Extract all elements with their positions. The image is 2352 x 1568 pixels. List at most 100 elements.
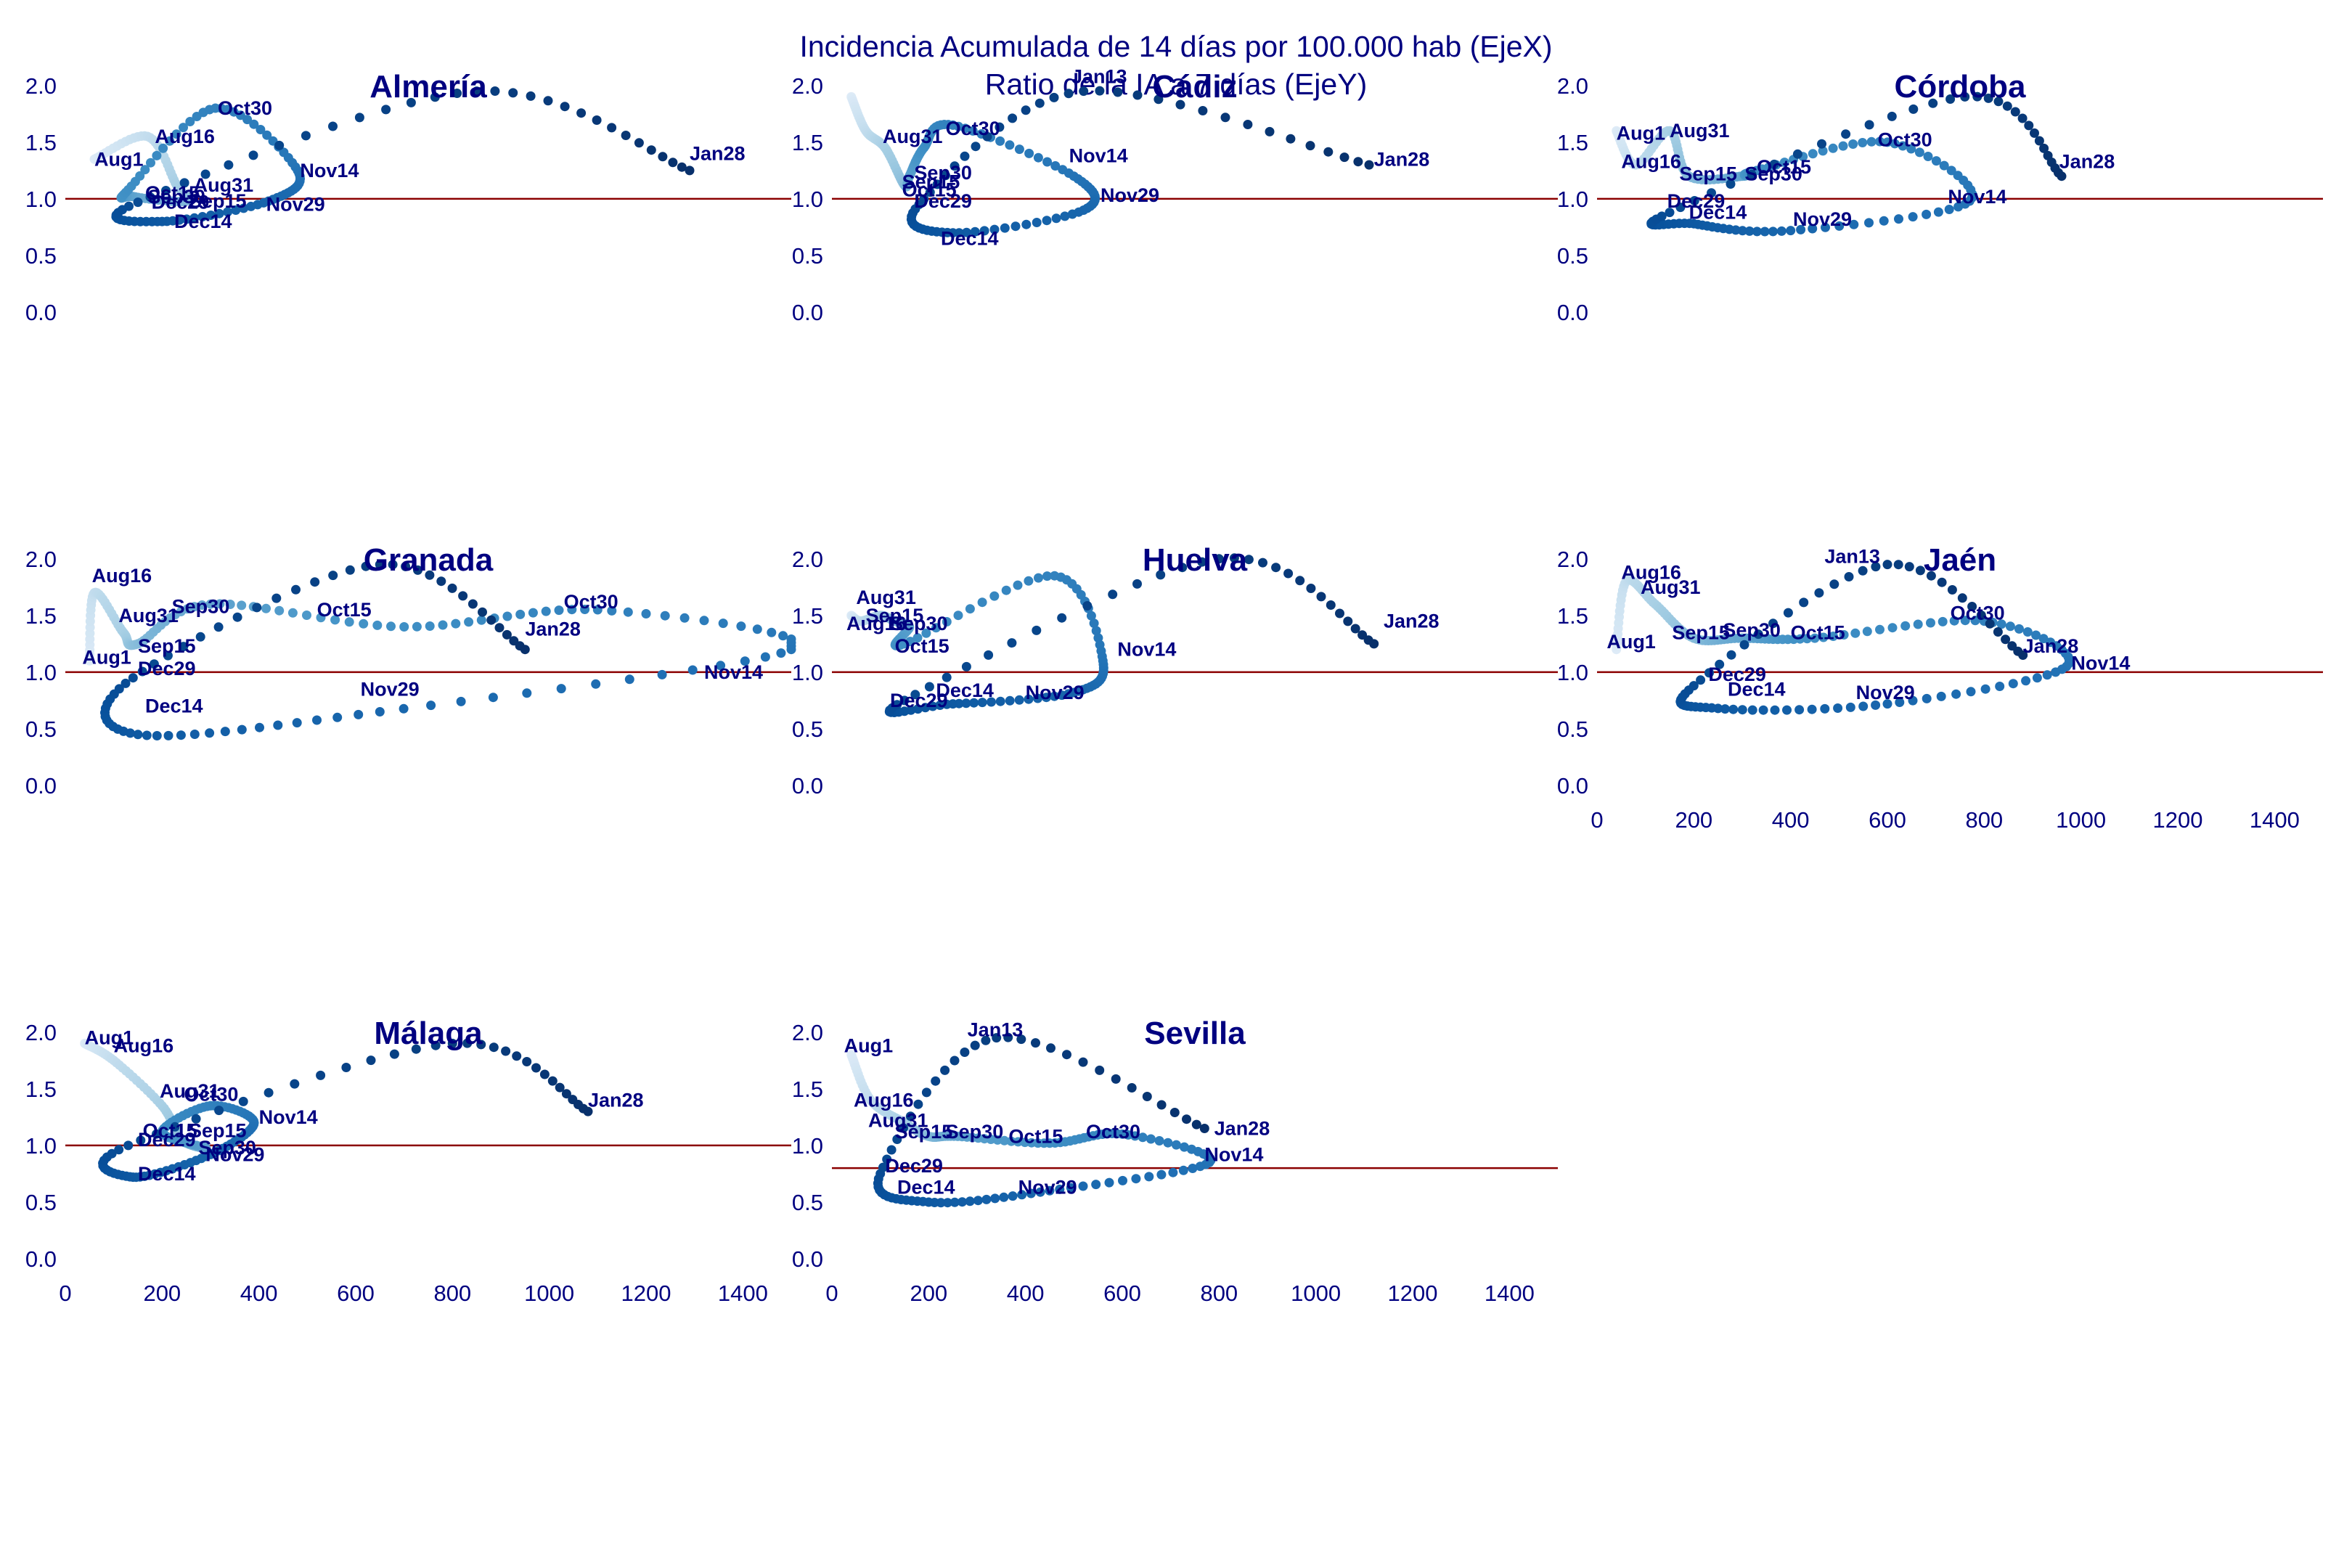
data-point [1795, 634, 1805, 644]
data-point [1283, 568, 1294, 579]
data-point [539, 1069, 550, 1079]
data-point [760, 652, 770, 662]
y-tick-label: 0.0 [792, 1246, 823, 1272]
data-point [969, 698, 979, 708]
data-point [925, 187, 935, 197]
data-point [1871, 700, 1881, 710]
data-point [1063, 89, 1074, 99]
x-tick-label: 800 [1200, 1281, 1238, 1306]
data-point [136, 1135, 146, 1146]
data-point [2030, 128, 2039, 138]
data-point [2001, 634, 2011, 645]
data-point [170, 1122, 180, 1132]
data-point [1908, 104, 1919, 114]
data-point [189, 213, 200, 223]
data-point [1034, 573, 1043, 583]
date-label: Aug16 [1621, 562, 1681, 584]
data-point [1828, 143, 1838, 153]
date-label: Dec14 [174, 211, 232, 232]
x-tick-label: 600 [337, 1281, 375, 1306]
data-point [273, 720, 283, 730]
data-point [316, 613, 326, 623]
data-point [1887, 623, 1898, 633]
data-point [592, 605, 603, 615]
data-point [344, 617, 354, 627]
data-point [970, 226, 980, 237]
date-label: Aug16 [92, 565, 152, 587]
data-point [1229, 553, 1239, 563]
data-point [264, 1087, 274, 1098]
data-point [2039, 143, 2049, 153]
data-point [1156, 1169, 1167, 1180]
data-point [1739, 640, 1749, 650]
data-point [179, 642, 189, 652]
date-label: Aug1 [82, 647, 131, 669]
data-point [1980, 684, 1990, 694]
data-point [237, 724, 247, 735]
data-point [248, 150, 258, 160]
data-point [992, 1135, 1003, 1145]
data-point [961, 661, 971, 671]
date-label: Dec29 [1667, 190, 1726, 212]
date-label: Nov14 [300, 160, 359, 181]
data-point [1010, 221, 1021, 232]
data-point [2022, 627, 2033, 637]
data-point [1904, 562, 1914, 572]
data-point [1021, 105, 1031, 115]
data-point [256, 125, 266, 134]
data-point [1726, 179, 1736, 189]
data-point [1893, 560, 1903, 570]
data-point [621, 131, 631, 140]
data-point [1197, 557, 1207, 567]
data-point [528, 608, 538, 618]
data-point [1034, 98, 1045, 108]
data-point [1720, 704, 1730, 714]
data-point [583, 1106, 593, 1116]
data-point [140, 165, 150, 175]
data-point [556, 684, 566, 694]
data-point [1875, 624, 1885, 634]
data-point [215, 599, 225, 609]
date-label: Aug1 [85, 1027, 134, 1049]
data-point [919, 194, 929, 204]
data-point [982, 131, 992, 142]
data-point [623, 607, 633, 617]
data-point [135, 171, 145, 181]
data-point [687, 665, 698, 675]
data-point [451, 618, 461, 629]
data-point [316, 1070, 326, 1080]
data-point [197, 212, 208, 221]
data-point [1882, 137, 1892, 147]
data-point [920, 703, 931, 713]
data-point [1715, 659, 1725, 669]
data-point [328, 571, 338, 581]
data-point [1007, 638, 1017, 648]
data-point [2021, 676, 2031, 686]
data-point [960, 123, 971, 134]
data-point [200, 169, 211, 179]
x-tick-label: 1400 [1485, 1281, 1535, 1306]
data-point [935, 701, 945, 710]
data-point [508, 88, 518, 98]
panel-title: Sevilla [1144, 1016, 1246, 1051]
data-point [1810, 633, 1820, 643]
data-point [213, 622, 224, 632]
data-point [740, 656, 750, 666]
x-tick-label: 0 [59, 1281, 71, 1306]
data-point [137, 666, 147, 677]
y-tick-label: 1.5 [1557, 603, 1588, 629]
data-point [526, 91, 536, 101]
data-point [1782, 705, 1792, 715]
x-tick-label: 600 [1869, 807, 1906, 833]
date-label: Jan28 [690, 142, 746, 164]
data-point [1779, 158, 1789, 168]
data-point [1265, 126, 1275, 136]
date-label: Nov29 [266, 194, 325, 216]
data-point [1032, 625, 1042, 635]
date-label: Oct30 [1951, 603, 2005, 624]
data-point [145, 192, 155, 202]
data-point [2042, 670, 2052, 680]
date-label: Dec14 [1689, 202, 1747, 224]
data-point [646, 145, 656, 155]
